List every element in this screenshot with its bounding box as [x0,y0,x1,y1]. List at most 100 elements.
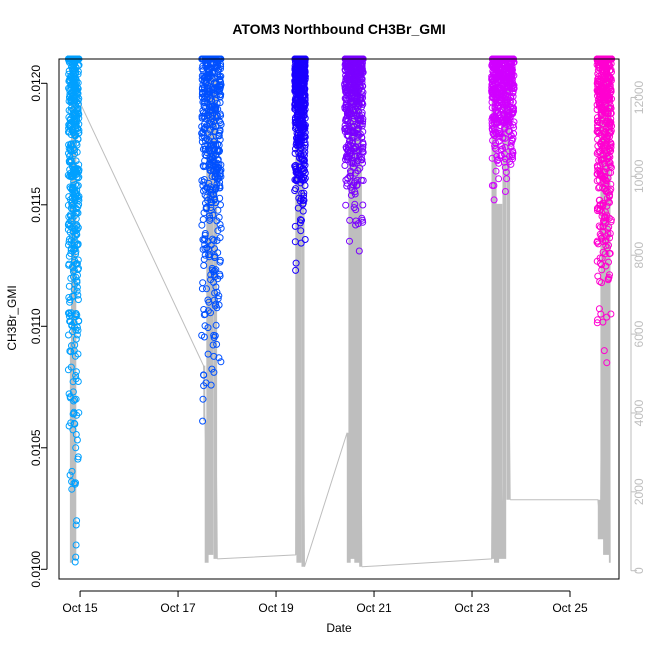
data-point [74,105,82,113]
data-point [593,101,601,109]
data-point [357,153,365,161]
data-point [342,96,350,104]
data-point [603,65,611,73]
data-point [500,111,508,119]
data-point [298,216,305,224]
data-point [212,114,220,121]
data-point [204,307,212,315]
data-point [72,335,80,343]
data-point [600,155,608,163]
data-point [216,77,223,85]
data-point [351,190,359,198]
data-point [594,316,601,324]
data-point [505,118,513,126]
data-point [356,130,364,138]
data-point [353,129,361,137]
data-point [74,90,82,98]
data-point [73,190,81,198]
data-point [200,311,208,319]
data-point [67,246,75,254]
data-point [595,222,603,230]
data-point [343,179,351,187]
data-point [200,371,207,379]
data-point [68,198,76,205]
data-point [72,368,80,376]
data-point [207,204,215,211]
data-point [69,268,77,275]
data-point [490,88,498,96]
y2-tick-label: 0 [632,567,646,574]
data-point [201,95,208,103]
data-point [503,175,511,183]
data-point [344,108,352,116]
data-point [64,201,72,209]
data-point [359,201,367,209]
data-point [300,93,308,101]
x-tick-label: Oct 25 [552,601,588,615]
data-point [200,74,208,82]
data-point [65,213,73,221]
data-point [216,126,224,134]
data-point [355,247,363,255]
data-point [72,541,80,549]
data-point [69,292,76,300]
data-point [359,82,367,90]
data-point [607,216,615,224]
data-point [501,155,509,163]
data-point [215,146,223,154]
data-point [72,74,79,82]
data-point [603,68,611,76]
data-point [507,139,515,147]
data-point [199,216,207,223]
data-point [202,199,209,207]
data-point [359,94,367,102]
data-point [297,216,304,224]
data-point [342,201,350,209]
data-point [299,199,307,207]
data-point [598,212,606,220]
data-point [74,326,82,334]
data-point [204,324,212,332]
data-point [509,121,517,129]
data-point [65,312,73,320]
data-point [201,84,208,92]
data-point [595,103,603,111]
data-point [597,223,604,231]
data-point [295,169,303,177]
data-point [507,132,515,140]
data-point [210,64,218,72]
data-point [596,254,604,262]
data-point [358,156,366,164]
data-point [74,271,81,279]
data-point [203,203,211,211]
data-point [492,107,500,115]
data-point [300,189,308,197]
y2-tick-label: 10000 [632,159,646,193]
data-point [291,101,299,109]
data-point [295,141,303,149]
data-point [358,87,366,95]
data-point [357,75,365,83]
data-point [74,203,82,211]
data-point [343,153,351,161]
data-point [215,213,223,221]
data-point [297,239,305,247]
data-point [509,109,517,117]
data-point [605,95,612,103]
data-point [68,321,76,329]
data-point [74,296,82,304]
data-point [74,85,82,93]
data-point [607,139,615,147]
data-point [200,306,208,313]
y-tick-label: 0.0110 [29,308,43,344]
data-point [200,255,208,263]
data-point [359,145,366,153]
data-point [210,331,218,339]
data-point [200,209,208,217]
data-point [216,93,224,101]
data-point [301,114,309,122]
data-point [214,249,222,257]
data-point [346,72,354,80]
data-point [351,200,359,208]
